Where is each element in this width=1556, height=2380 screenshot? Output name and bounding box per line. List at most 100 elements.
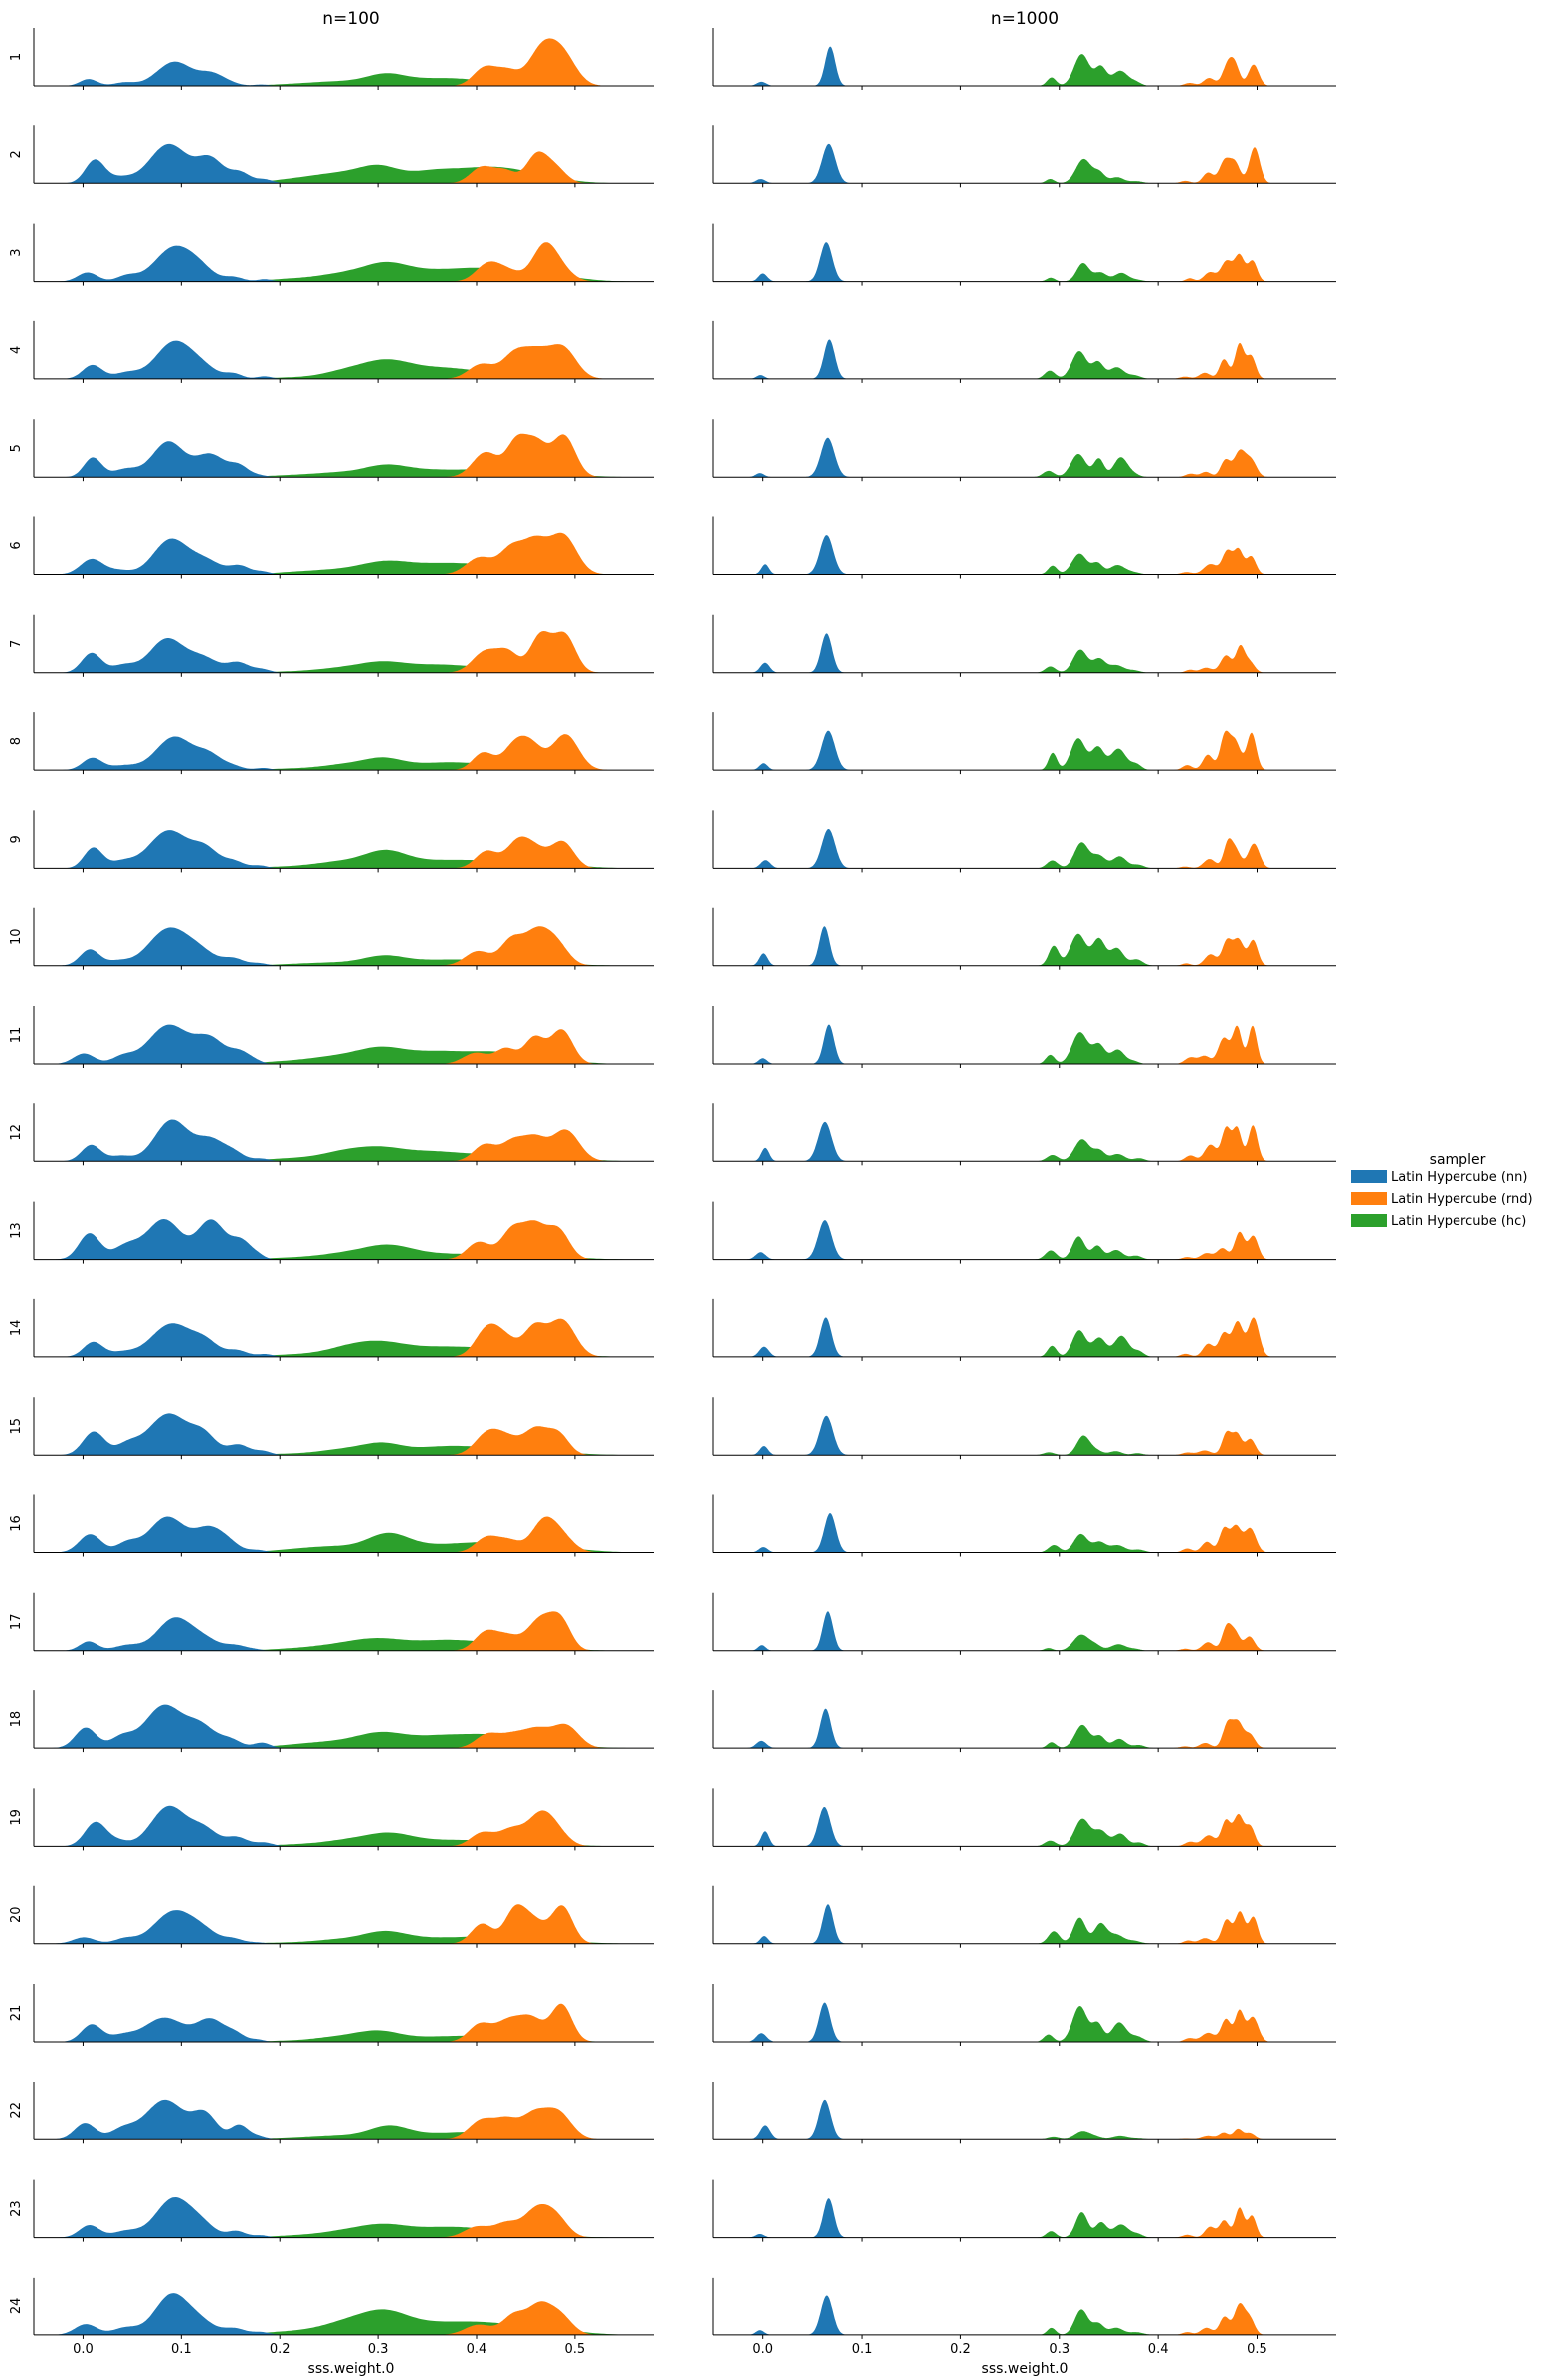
panel-n1000-row-7 (712, 614, 1336, 677)
panel-n1000-row-22 (712, 2082, 1336, 2144)
panel-n100-row-5 (33, 419, 654, 482)
panel-n1000-row-12 (712, 1103, 1336, 1166)
x-tick-label: 0.1 (852, 2342, 873, 2357)
density-nn (61, 340, 290, 379)
density-rnd (1172, 57, 1270, 86)
density-hc (1034, 1139, 1158, 1162)
density-hc (1036, 2131, 1158, 2140)
x-tick-label: 0.1 (171, 2342, 192, 2357)
panel-n1000-row-19 (712, 1788, 1336, 1851)
panel-n1000-row-6 (712, 516, 1336, 579)
panel-n1000-row-11 (712, 1006, 1336, 1068)
density-rnd (1173, 1911, 1268, 1944)
panel-n100-row-24 (33, 2277, 654, 2339)
panel-n1000-row-20 (712, 1885, 1336, 1948)
panel-n1000-row-13 (712, 1201, 1336, 1264)
x-tick-label: 0.2 (270, 2342, 291, 2357)
density-rnd (437, 532, 607, 575)
density-nn (57, 2197, 286, 2238)
row-label: 15 (9, 1418, 24, 1435)
panel-n1000-row-9 (712, 810, 1336, 873)
panel-n100-row-17 (33, 1592, 654, 1655)
legend-label-rnd: Latin Hypercube (rnd) (1391, 1192, 1533, 1207)
panel-n100-row-7 (33, 614, 654, 677)
density-nn (51, 2293, 289, 2335)
density-rnd (1173, 1125, 1268, 1162)
panel-n100-row-14 (33, 1298, 654, 1361)
row-label: 8 (9, 737, 24, 745)
panel-n100-row-20 (33, 1885, 654, 1948)
row-label: 12 (9, 1124, 24, 1141)
row-label: 10 (9, 928, 24, 945)
density-rnd (450, 1516, 601, 1553)
x-axis-label-right: sss.weight.0 (982, 2361, 1069, 2377)
density-rnd (441, 1220, 594, 1260)
density-nn (749, 1611, 845, 1651)
density-rnd (1170, 1430, 1266, 1456)
density-rnd (1169, 147, 1271, 184)
row-label: 21 (9, 2005, 24, 2022)
x-tick-label: 0.3 (368, 2342, 389, 2357)
density-nn (59, 2017, 280, 2042)
density-nn (747, 339, 847, 379)
density-nn (748, 242, 846, 282)
x-tick-label: 0.0 (752, 2342, 773, 2357)
panel-n1000-row-17 (712, 1592, 1336, 1655)
x-tick-label: 0.3 (1049, 2342, 1070, 2357)
density-hc (1036, 1917, 1155, 1944)
density-nn (750, 633, 845, 673)
panel-n100-row-6 (33, 516, 654, 579)
density-rnd (1173, 1813, 1265, 1847)
density-nn (752, 1121, 847, 1162)
row-label: 17 (9, 1614, 24, 1631)
density-rnd (1175, 645, 1266, 673)
density-nn (745, 143, 851, 184)
density-hc (197, 359, 625, 379)
density-hc (1031, 454, 1153, 478)
density-rnd (447, 1426, 593, 1456)
panel-n1000-row-23 (712, 2179, 1336, 2242)
column-title-n1000: n=1000 (991, 9, 1059, 29)
legend-label-hc: Latin Hypercube (hc) (1391, 1214, 1526, 1229)
row-label: 13 (9, 1222, 24, 1239)
panel-n100-row-8 (33, 712, 654, 775)
column-titles: n=100 n=1000 (322, 9, 1059, 29)
row-label: 6 (9, 541, 24, 549)
row-label: 7 (9, 640, 24, 648)
density-nn (60, 1617, 280, 1651)
panel-n100-row-21 (33, 1984, 654, 2046)
density-hc (1037, 54, 1153, 86)
density-hc (1033, 351, 1154, 379)
density-nn (746, 2198, 846, 2238)
density-rnd (1168, 1719, 1266, 1749)
row-label: 9 (9, 835, 24, 843)
row-label: 2 (9, 150, 24, 158)
panel-n1000-row-18 (712, 1690, 1336, 1753)
density-nn (61, 61, 287, 86)
x-tick-label: 0.4 (1148, 2342, 1169, 2357)
density-rnd (436, 1029, 597, 1064)
density-nn (749, 2099, 844, 2140)
panel-n1000-row-21 (712, 1984, 1336, 2046)
density-rnd (1169, 1623, 1266, 1651)
row-label: 19 (9, 1809, 24, 1826)
density-nn (60, 638, 290, 673)
row-label: 5 (9, 444, 24, 452)
density-nn (61, 736, 288, 771)
x-axis-label-left: sss.weight.0 (308, 2361, 395, 2377)
density-nn (61, 1805, 293, 1847)
panel-n1000-row-14 (712, 1298, 1336, 1361)
panel-n1000-row-16 (712, 1494, 1336, 1557)
density-rnd (448, 38, 606, 86)
density-nn (750, 1415, 848, 1456)
density-rnd (440, 344, 606, 379)
density-rnd (1176, 253, 1267, 282)
density-nn (746, 46, 847, 86)
density-rnd (444, 433, 601, 478)
panel-n100-row-13 (33, 1201, 654, 1264)
density-nn (745, 1708, 843, 1749)
density-rnd (448, 1904, 596, 1944)
density-nn (744, 1220, 847, 1260)
x-tick-label: 0.2 (950, 2342, 971, 2357)
